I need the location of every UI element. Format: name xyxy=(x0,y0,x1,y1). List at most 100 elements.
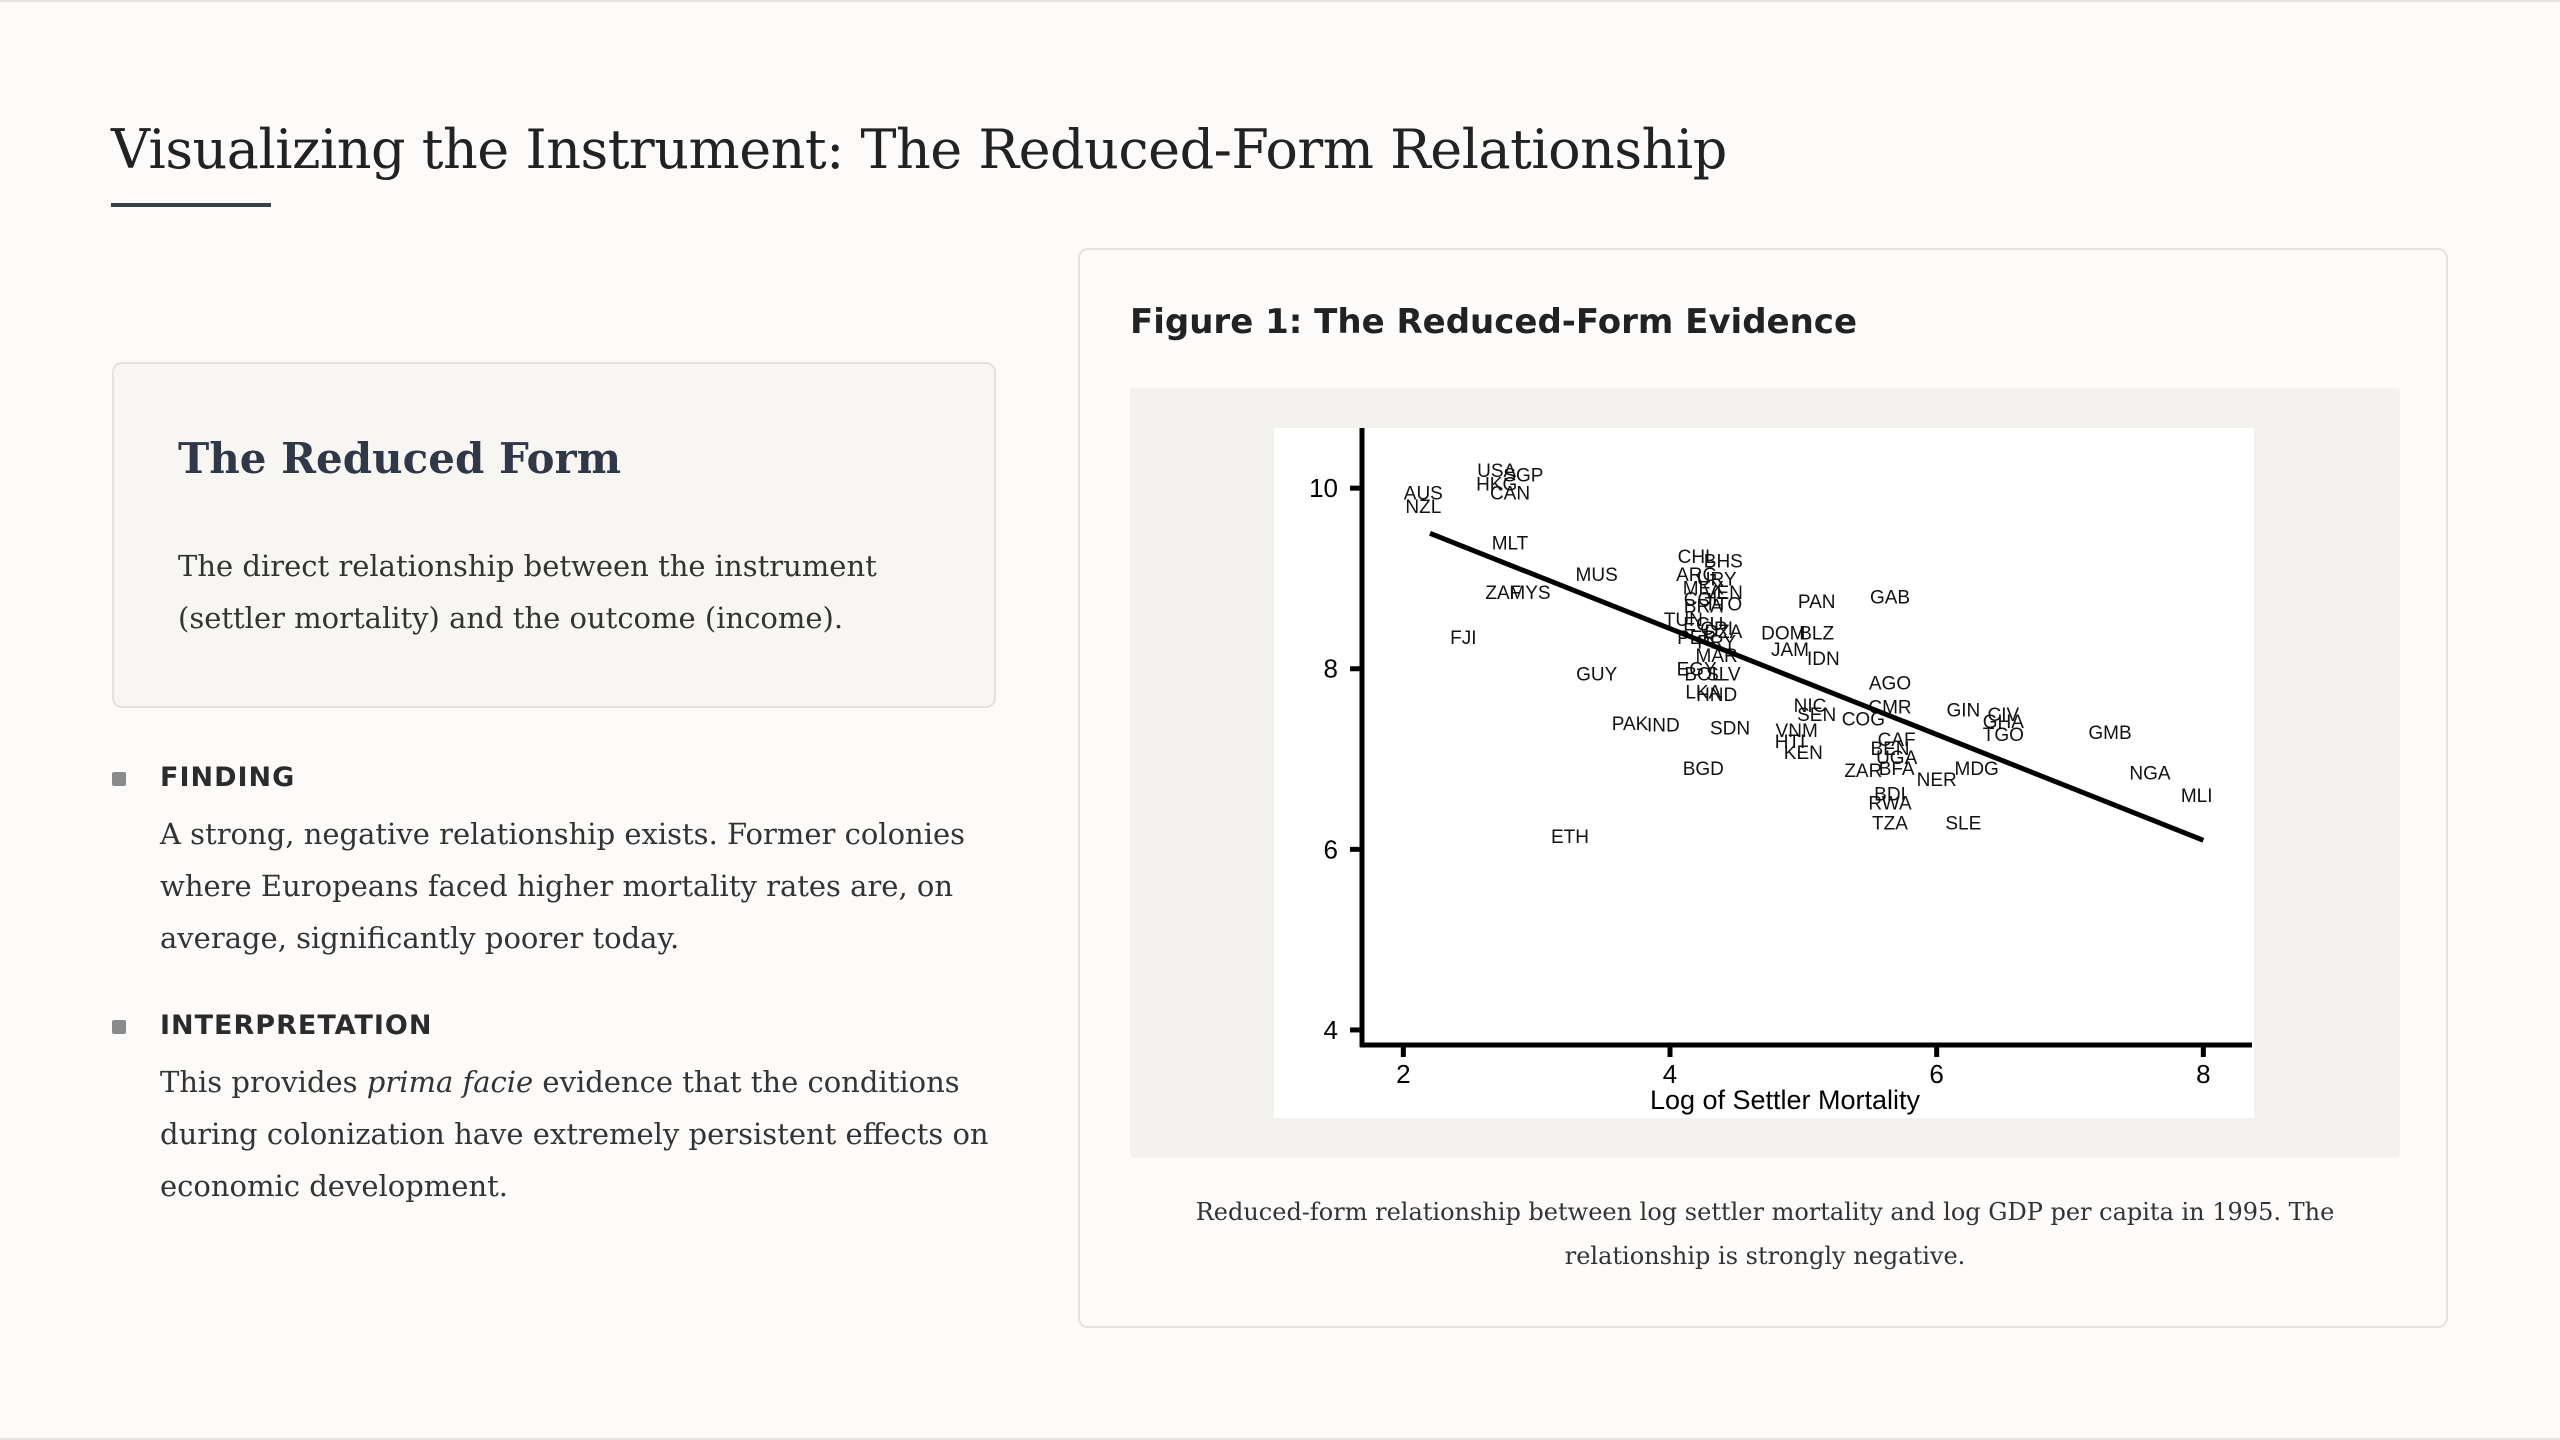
y-tick-label: 6 xyxy=(1324,834,1338,864)
country-point-fji: FJI xyxy=(1450,628,1476,649)
country-point-sle: SLE xyxy=(1945,813,1981,834)
figure-caption: Reduced-form relationship between log se… xyxy=(1195,1198,2335,1270)
country-point-nic: NIC xyxy=(1794,696,1827,717)
country-point-hnd: HND xyxy=(1696,685,1737,706)
interpretation-heading: INTERPRETATION xyxy=(160,1010,433,1041)
country-point-gmb: GMB xyxy=(2088,723,2131,744)
country-point-guy: GUY xyxy=(1576,664,1618,685)
country-point-caf: CAF xyxy=(1878,730,1916,751)
country-point-bdi: BDI xyxy=(1874,784,1906,805)
country-point-jam: JAM xyxy=(1771,640,1809,661)
country-point-lka: LKA xyxy=(1685,682,1721,703)
country-point-slv: SLV xyxy=(1706,664,1741,685)
country-point-idn: IDN xyxy=(1807,649,1840,670)
country-point-chl: CHL xyxy=(1678,547,1716,568)
reduced-form-card: The Reduced Form The direct relationship… xyxy=(112,362,996,708)
country-point-bol: BOL xyxy=(1684,664,1722,685)
country-point-ecu: ECU xyxy=(1683,615,1723,636)
country-point-mex: MEX xyxy=(1683,578,1725,599)
country-point-nga: NGA xyxy=(2129,764,2171,785)
country-point-uga: UGA xyxy=(1876,748,1918,769)
country-point-bra: BRA xyxy=(1684,597,1723,618)
country-point-eth: ETH xyxy=(1551,827,1589,848)
country-point-zaf: ZAF xyxy=(1485,583,1521,604)
country-point-usa: USA xyxy=(1477,461,1516,482)
country-point-ury: URY xyxy=(1697,569,1737,590)
y-tick-label: 8 xyxy=(1324,654,1338,684)
country-point-ago: AGO xyxy=(1869,673,1911,694)
country-point-gab: GAB xyxy=(1870,588,1910,609)
figure-panel: 4 6 8 10 2 4 6 8 USA SGP HKG CAN AUS NZL MLT MUS ZAF MYS… xyxy=(1130,388,2400,1158)
country-point-ben: BEN xyxy=(1870,739,1909,760)
y-tick-label: 10 xyxy=(1309,473,1338,503)
country-point-mdg: MDG xyxy=(1955,759,1999,780)
y-tick-label: 4 xyxy=(1324,1015,1338,1045)
country-point-nzl: NZL xyxy=(1405,497,1441,518)
bullet-square-icon xyxy=(112,1020,126,1034)
x-tick-label: 8 xyxy=(2196,1059,2210,1089)
reduced-form-description: The direct relationship between the inst… xyxy=(178,549,877,635)
interpretation-emphasis: prima facie xyxy=(366,1065,534,1099)
country-point-dza: DZA xyxy=(1704,622,1742,643)
bullet-square-icon xyxy=(112,772,126,786)
country-point-sgp: SGP xyxy=(1503,466,1543,487)
interpretation-body-end: evidence that the conditions during colo… xyxy=(160,1065,989,1203)
country-point-sdn: SDN xyxy=(1710,718,1750,739)
country-point-mys: MYS xyxy=(1509,583,1550,604)
country-point-gin: GIN xyxy=(1946,700,1980,721)
interpretation-body: This provides prima facie evidence that … xyxy=(160,1056,990,1212)
country-point-civ: CIV xyxy=(1987,705,2019,726)
country-point-bhs: BHS xyxy=(1704,551,1743,572)
top-border xyxy=(0,0,2560,2)
country-point-vnm: VNM xyxy=(1776,721,1818,742)
x-axis-label: Log of Settler Mortality xyxy=(1650,1085,1921,1115)
country-point-ven: VEN xyxy=(1704,583,1743,604)
chart-fit-line xyxy=(1429,530,2205,843)
country-point-zar: ZAR xyxy=(1844,761,1882,782)
country-point-ner: NER xyxy=(1917,770,1957,791)
country-point-tun: TUN xyxy=(1664,610,1703,631)
finding-body: A strong, negative relationship exists. … xyxy=(160,817,966,955)
country-point-hkg: HKG xyxy=(1476,475,1517,496)
country-point-blz: BLZ xyxy=(1799,624,1834,645)
x-tick-label: 4 xyxy=(1663,1059,1677,1089)
country-point-ind: IND xyxy=(1647,716,1680,737)
country-point-col: COL xyxy=(1684,589,1723,610)
country-point-tza: TZA xyxy=(1872,813,1908,834)
country-point-rwa: RWA xyxy=(1868,793,1912,814)
country-point-hti: HTI xyxy=(1775,732,1806,753)
page-title: Visualizing the Instrument: The Reduced-… xyxy=(111,118,1727,181)
chart-background xyxy=(1274,428,2254,1118)
country-point-gha: GHA xyxy=(1983,712,2025,733)
country-point-ken: KEN xyxy=(1784,743,1823,764)
country-point-mus: MUS xyxy=(1576,565,1618,586)
country-point-mlt: MLT xyxy=(1492,533,1529,554)
fit-line xyxy=(1429,530,2205,843)
country-point-cri: CRI xyxy=(1700,619,1733,640)
chart-axes: 4 6 8 10 2 4 6 8 xyxy=(1309,428,2252,1089)
country-point-egy: EGY xyxy=(1677,660,1717,681)
reduced-form-heading: The Reduced Form xyxy=(178,434,622,483)
x-tick-label: 6 xyxy=(1929,1059,1943,1089)
country-point-cog: COG xyxy=(1842,709,1885,730)
country-point-can: CAN xyxy=(1490,484,1530,505)
chart-points: USASGPHKGCANAUSNZLMLTMUSZAFMYSFJIGUYCHLB… xyxy=(1404,461,2213,848)
country-point-mli: MLI xyxy=(2181,786,2213,807)
country-point-aus: AUS xyxy=(1404,484,1443,505)
country-point-tto: TTO xyxy=(1705,595,1743,616)
finding-heading: FINDING xyxy=(160,762,296,793)
bottom-border xyxy=(0,1438,2560,1440)
country-point-bgd: BGD xyxy=(1683,759,1724,780)
country-point-tgo: TGO xyxy=(1983,725,2024,746)
country-point-sen: SEN xyxy=(1797,705,1836,726)
interpretation-body-start: This provides xyxy=(160,1065,367,1099)
figure-card: Figure 1: The Reduced-Form Evidence 4 6 8 1… xyxy=(1078,248,2448,1328)
country-point-pak: PAK xyxy=(1612,714,1649,735)
figure-title: Figure 1: The Reduced-Form Evidence xyxy=(1130,302,1858,342)
country-point-arg: ARG xyxy=(1676,565,1717,586)
country-point-dom: DOM xyxy=(1761,624,1805,645)
country-point-bfa: BFA xyxy=(1879,759,1915,780)
title-underline xyxy=(111,203,271,207)
x-tick-label: 2 xyxy=(1396,1059,1410,1089)
